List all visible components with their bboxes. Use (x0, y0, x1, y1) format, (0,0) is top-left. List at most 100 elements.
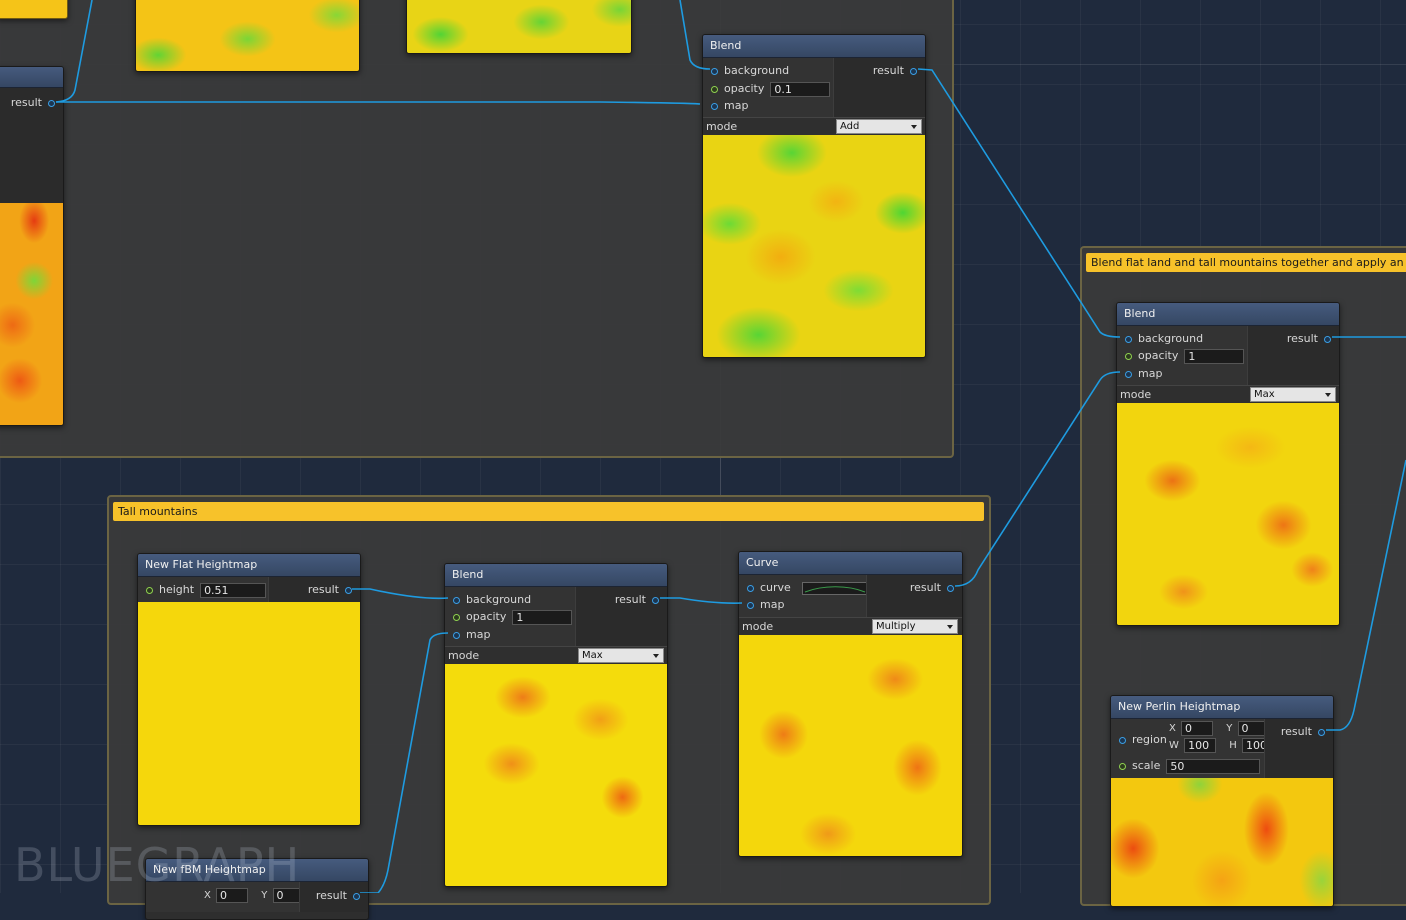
region-port[interactable] (1119, 736, 1126, 744)
result-port[interactable] (345, 586, 352, 594)
perlin-heightmap-node[interactable]: New Perlin Heightmap region X 0 Y 0 W 10… (1110, 695, 1334, 907)
heightmap-preview (0, 203, 63, 425)
curve-node[interactable]: Curve curve map result mode Multiply (738, 551, 963, 857)
result-label: result (315, 889, 347, 902)
height-label: height (159, 583, 195, 596)
output-column: result (299, 882, 368, 912)
map-port[interactable] (711, 102, 718, 110)
opacity-port-row: opacity 0.1 (703, 80, 831, 97)
opacity-label: opacity (1138, 349, 1179, 362)
result-port[interactable] (1318, 728, 1325, 736)
x-label: X (1169, 723, 1176, 734)
opacity-port-row: opacity 1 (1117, 347, 1245, 364)
background-port[interactable] (1125, 335, 1132, 343)
node-title[interactable]: Blend (703, 35, 925, 58)
result-port-row: result (316, 887, 368, 904)
height-port[interactable] (146, 586, 153, 594)
map-port-row: map (703, 97, 748, 114)
map-port-row: map (739, 596, 784, 613)
opacity-field[interactable]: 1 (512, 609, 573, 625)
blend-preview (445, 664, 667, 886)
output-column: result (575, 587, 667, 646)
scale-field[interactable]: 50 (1166, 758, 1261, 774)
opacity-field[interactable]: 1 (1184, 348, 1245, 364)
opacity-port[interactable] (711, 85, 718, 93)
yellow-node-fragment[interactable] (0, 0, 68, 19)
mode-select[interactable]: Multiply (872, 619, 958, 634)
chevron-down-icon (911, 125, 917, 129)
result-port[interactable] (48, 99, 55, 107)
blend-node-bottom[interactable]: Blend background opacity 1 map result mod… (444, 563, 668, 887)
result-port[interactable] (910, 67, 917, 75)
result-port[interactable] (652, 596, 659, 604)
result-label: result (10, 96, 42, 109)
preview-top-2[interactable] (406, 0, 632, 54)
node-title[interactable]: Blend (1117, 303, 1339, 326)
map-port[interactable] (453, 631, 460, 639)
output-column: result (1247, 326, 1339, 385)
bluegraph-logo: BLUEGRAPH (14, 838, 301, 892)
node-title[interactable]: New Flat Heightmap (138, 554, 360, 577)
opacity-label: opacity (724, 82, 765, 95)
curve-port-row: curve (739, 579, 869, 596)
node-title[interactable]: Blend (445, 564, 667, 587)
opacity-port[interactable] (1125, 352, 1132, 360)
partial-left-node[interactable]: result (0, 66, 64, 426)
background-port[interactable] (711, 67, 718, 75)
heightmap-preview (138, 602, 360, 825)
output-column: result (268, 577, 360, 602)
region-port-row: region (1111, 731, 1167, 748)
result-port[interactable] (1324, 335, 1331, 343)
result-label: result (1286, 332, 1318, 345)
map-port[interactable] (1125, 370, 1132, 378)
region-x-field[interactable]: 0 (1181, 720, 1214, 736)
flat-heightmap-node[interactable]: New Flat Heightmap height 0.51 result (137, 553, 361, 826)
background-port-row: background (1117, 330, 1203, 347)
blend-node-right[interactable]: Blend background opacity 1 map result mod… (1116, 302, 1340, 626)
mode-select[interactable]: Max (1250, 387, 1336, 402)
output-column: result (866, 575, 962, 617)
scale-label: scale (1132, 759, 1161, 772)
curve-label: curve (760, 581, 791, 594)
background-port-row: background (445, 591, 531, 608)
opacity-field[interactable]: 0.1 (770, 81, 831, 97)
result-label: result (909, 581, 941, 594)
mode-select-value: Max (582, 650, 603, 661)
curve-preview (739, 635, 962, 856)
result-label: result (1280, 725, 1312, 738)
scale-port[interactable] (1119, 762, 1126, 770)
result-port-row: result (11, 94, 63, 111)
node-title[interactable]: New Perlin Heightmap (1111, 696, 1333, 719)
result-port[interactable] (947, 584, 954, 592)
curve-editor[interactable] (802, 581, 869, 595)
background-label: background (466, 593, 532, 606)
perlin-preview (1111, 778, 1333, 906)
group-title-tall-mountains[interactable]: Tall mountains (113, 502, 984, 521)
curve-port[interactable] (747, 584, 754, 592)
node-header[interactable] (0, 67, 63, 88)
region-wh-row: W 100 H 100 (1169, 737, 1274, 754)
height-field[interactable]: 0.51 (200, 582, 267, 598)
mode-select[interactable]: Max (578, 648, 664, 663)
opacity-port[interactable] (453, 613, 460, 621)
result-port[interactable] (353, 892, 360, 900)
ports-panel: curve map result (739, 575, 962, 617)
map-port[interactable] (747, 601, 754, 609)
chevron-down-icon (653, 654, 659, 658)
output-column: result (0, 88, 63, 203)
node-title[interactable]: New fBM Heightmap (146, 859, 368, 882)
blend-node-top[interactable]: Blend background opacity 0.1 map result m… (702, 34, 926, 358)
blend-preview (703, 135, 925, 357)
node-title[interactable]: Curve (739, 552, 962, 575)
mode-select[interactable]: Add (836, 119, 922, 134)
region-w-field[interactable]: 100 (1184, 737, 1217, 753)
curve-graph-icon (805, 585, 866, 592)
ports-panel: height 0.51 result (138, 577, 360, 602)
map-label: map (466, 628, 491, 641)
background-port[interactable] (453, 596, 460, 604)
background-label: background (724, 64, 790, 77)
result-port-row: result (1281, 723, 1333, 740)
preview-top-1[interactable] (135, 0, 360, 72)
group-title-blend[interactable]: Blend flat land and tall mountains toget… (1086, 253, 1406, 272)
map-label: map (760, 598, 785, 611)
